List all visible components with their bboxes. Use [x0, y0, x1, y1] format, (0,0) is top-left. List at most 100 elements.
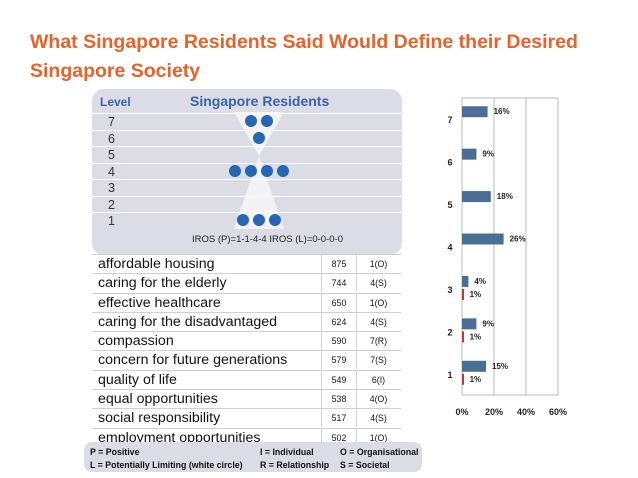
bar-limiting	[462, 373, 464, 385]
bar-positive-label: 9%	[482, 150, 494, 159]
legend-positive: P = Positive	[90, 447, 140, 457]
value-level-code: 7(S)	[370, 355, 387, 366]
value-count: 549	[321, 370, 357, 389]
x-tick-label: 0%	[455, 407, 468, 417]
level-number: 7	[108, 115, 115, 129]
bar-positive-label: 16%	[494, 107, 510, 116]
value-count: 538	[321, 390, 357, 409]
level-row: 2	[92, 195, 402, 212]
value-count: 624	[321, 312, 357, 331]
legend-societal: S = Societal	[340, 460, 390, 470]
bar-limiting-label: 1%	[470, 290, 482, 299]
value-level-code: 4(S)	[370, 278, 387, 289]
value-dot	[245, 115, 257, 127]
y-tick-label: 7	[447, 115, 452, 125]
level-number: 6	[108, 131, 115, 146]
level-number: 1	[108, 214, 115, 228]
value-dot	[261, 164, 273, 177]
level-number: 2	[108, 197, 115, 212]
level-row: 7	[92, 113, 402, 129]
value-level-code: 1(O)	[369, 432, 388, 443]
bar-positive-label: 26%	[510, 235, 526, 244]
level-distribution-chart: 0% 20% 40% 60%115%1%29%1%34%1%426%518%69%71…	[447, 97, 567, 417]
legend-box: P = Positive L = Potentially Limiting (w…	[84, 442, 422, 472]
bar-positive	[462, 191, 491, 203]
table-row: caring for the elderly 744 4(S)	[92, 274, 401, 294]
y-tick-label: 1	[447, 370, 452, 380]
value-name: compassion	[98, 333, 174, 350]
level-row: 5	[92, 146, 402, 162]
level-header: Level	[100, 95, 131, 109]
value-count: 875	[321, 255, 357, 273]
value-name: quality of life	[98, 371, 177, 388]
iros-summary: IROS (P)=1-1-4-4 IROS (L)=0-0-0-0	[192, 234, 343, 245]
value-count: 650	[321, 293, 357, 312]
value-name: concern for future generations	[98, 352, 288, 369]
level-number: 4	[108, 164, 115, 179]
table-row: caring for the disadvantaged 624 4(S)	[92, 312, 401, 333]
value-dot	[269, 214, 281, 226]
value-count: 590	[321, 332, 357, 351]
y-tick-label: 4	[447, 243, 452, 253]
bar-positive-label: 15%	[492, 362, 508, 371]
value-count: 502	[321, 428, 357, 447]
level-number: 3	[108, 181, 115, 195]
legend-individual: I = Individual	[260, 447, 314, 457]
bar-positive-label: 18%	[497, 192, 513, 201]
value-name: equal opportunities	[98, 391, 218, 408]
value-level-code: 4(S)	[370, 316, 387, 327]
value-name: effective healthcare	[98, 294, 221, 311]
value-dot	[253, 214, 265, 226]
table-row: quality of life 549 6(I)	[92, 370, 401, 391]
x-tick-label: 20%	[485, 407, 503, 417]
x-tick-label: 60%	[549, 407, 567, 417]
value-dot	[229, 164, 241, 177]
value-name: caring for the elderly	[98, 275, 227, 292]
bar-limiting-label: 1%	[470, 332, 482, 341]
bar-limiting	[462, 288, 464, 300]
bar-limiting	[462, 331, 464, 343]
value-name: caring for the disadvantaged	[98, 313, 278, 330]
plot-frame	[461, 97, 559, 396]
x-tick-label: 40%	[517, 407, 535, 417]
value-dot	[277, 164, 289, 177]
level-number: 5	[108, 148, 115, 162]
value-name: affordable housing	[98, 256, 215, 272]
value-dot	[253, 131, 265, 144]
value-dot	[261, 115, 273, 127]
page-title: What Singapore Residents Said Would Defi…	[30, 31, 578, 82]
hourglass-lower	[234, 156, 284, 229]
bar-positive-label: 4%	[474, 277, 486, 286]
table-row: effective healthcare 650 1(O)	[92, 293, 401, 313]
level-row: 4	[92, 162, 402, 179]
bar-positive	[462, 106, 488, 118]
value-level-code: 1(O)	[369, 297, 388, 308]
y-tick-label: 5	[447, 200, 452, 210]
level-row: 6	[92, 129, 402, 146]
bar-positive	[462, 318, 477, 330]
value-dot	[237, 214, 249, 226]
table-row: compassion 590 7(R)	[92, 332, 401, 352]
value-level-code: 1(O)	[369, 259, 388, 269]
table-row: affordable housing 875 1(O)	[92, 255, 401, 275]
value-count: 517	[321, 409, 357, 428]
bar-positive	[462, 275, 469, 287]
legend-limiting: L = Potentially Limiting (white circle)	[90, 460, 243, 470]
value-level-code: 4(S)	[370, 413, 387, 424]
values-table: affordable housing 875 1(O) caring for the …	[92, 254, 401, 448]
residents-header: Singapore Residents	[190, 93, 330, 109]
value-level-code: 6(I)	[371, 374, 386, 385]
legend-relationship: R = Relationship	[260, 460, 330, 470]
bar-positive	[462, 360, 486, 372]
table-row: social responsibility 517 4(S)	[92, 409, 401, 429]
value-level-code: 7(R)	[369, 336, 388, 347]
value-level-code: 4(O)	[369, 394, 388, 405]
level-row: 3	[92, 179, 402, 195]
bar-positive-label: 9%	[482, 319, 494, 328]
value-name: employment opportunities	[98, 429, 261, 446]
value-count: 744	[321, 274, 357, 293]
value-name: social responsibility	[98, 410, 221, 427]
y-tick-label: 6	[447, 158, 452, 168]
table-row: equal opportunities 538 4(O)	[92, 390, 401, 410]
legend-organisational: O = Organisational	[340, 447, 419, 457]
